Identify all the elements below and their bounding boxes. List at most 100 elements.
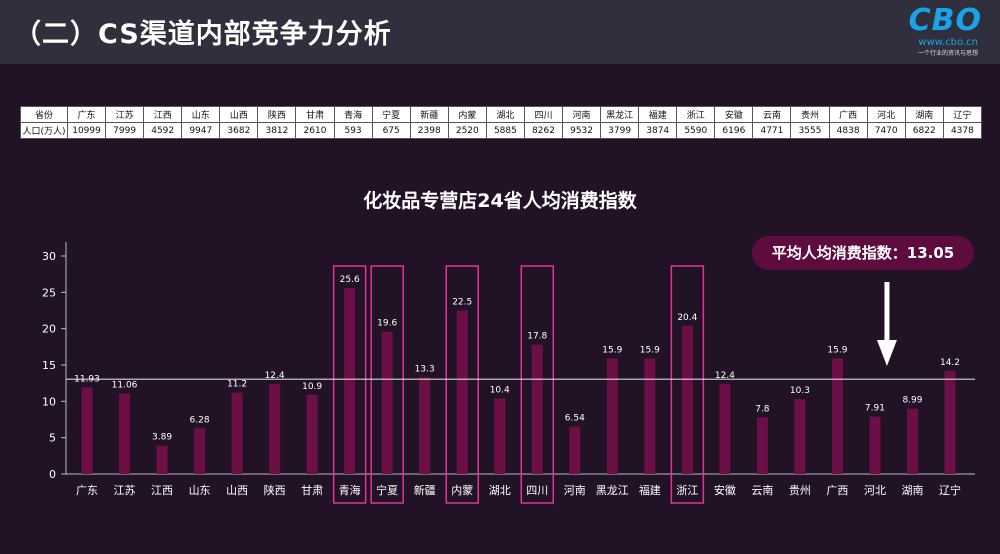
population-cell: 4378 <box>942 122 983 139</box>
slide-title: （二）CS渠道内部竞争力分析 <box>14 19 392 50</box>
category-label: 甘肃 <box>301 484 323 497</box>
population-cell: 593 <box>333 122 373 139</box>
y-tick-label: 15 <box>42 359 56 372</box>
category-label: 陕西 <box>264 483 286 497</box>
bar-value-label: 8.99 <box>902 396 922 406</box>
highlight-box <box>332 265 367 504</box>
category-label: 江西 <box>151 484 173 497</box>
bar-value-label: 10.9 <box>302 382 322 392</box>
y-tick-label: 0 <box>49 468 56 481</box>
bar <box>869 416 881 474</box>
bar <box>381 331 393 474</box>
category-label: 宁夏 <box>376 483 398 497</box>
chart-title: 化妆品专营店24省人均消费指数 <box>363 190 637 212</box>
category-label: 内蒙 <box>451 483 473 497</box>
slide-header: （二）CS渠道内部竞争力分析 CBO www.cbo.cn 一个行业的资讯与思想 <box>0 0 1000 64</box>
bar-value-label: 15.9 <box>602 345 622 355</box>
population-cell: 3874 <box>638 122 678 139</box>
bar-value-label: 11.06 <box>112 381 138 391</box>
population-cell: 675 <box>371 122 411 139</box>
arrow-down-icon <box>876 340 897 366</box>
cbo-logo: CBO www.cbo.cn 一个行业的资讯与思想 <box>872 6 982 60</box>
population-cell: 2610 <box>295 122 335 139</box>
bar-value-label: 19.6 <box>377 319 397 329</box>
population-cell: 8262 <box>523 122 564 139</box>
bar-value-label: 25.6 <box>340 275 360 285</box>
category-label: 青海 <box>339 483 361 497</box>
province-row: 省份 广东 江苏 江西 山东 山西 陕西 甘肃 青海 宁夏 新疆 内蒙 湖北 四川 河南 黑龙江 福建 浙江 安徽… <box>20 106 983 123</box>
category-label: 山东 <box>189 484 211 497</box>
bar-value-label: 22.5 <box>452 298 472 308</box>
bar <box>756 417 768 474</box>
population-cell: 7470 <box>866 122 906 139</box>
bar-value-label: 14.2 <box>940 358 960 368</box>
category-label: 山西 <box>226 484 248 497</box>
category-label: 河南 <box>564 484 586 497</box>
category-label: 广东 <box>76 484 98 497</box>
category-label: 四川 <box>526 484 548 497</box>
y-tick-label: 20 <box>42 323 56 336</box>
bar <box>419 377 431 474</box>
y-tick-label: 30 <box>42 250 56 263</box>
bar <box>531 344 543 474</box>
category-label: 贵州 <box>789 484 811 497</box>
average-index-badge: 平均人均消费指数：13.05 <box>752 236 974 270</box>
category-label: 云南 <box>751 484 773 497</box>
bar <box>719 383 731 474</box>
bar-value-label: 20.4 <box>677 313 697 323</box>
bar <box>306 394 318 474</box>
bar <box>944 370 956 474</box>
category-label: 湖南 <box>901 484 923 497</box>
bar-value-label: 7.91 <box>865 404 885 414</box>
population-row: 人口(万人) 10999 7999 4592 9947 3682 3812 2610 593 6… <box>20 122 983 139</box>
population-cell: 3682 <box>219 122 259 139</box>
bar-value-label: 11.2 <box>227 380 247 390</box>
category-label: 广西 <box>826 484 848 497</box>
highlight-box <box>370 265 404 504</box>
bar <box>606 358 618 474</box>
bar <box>681 325 693 474</box>
bar <box>906 408 918 474</box>
bar-value-label: 15.9 <box>640 345 660 355</box>
population-cell: 5885 <box>485 122 525 139</box>
bar-value-label: 15.9 <box>827 345 847 355</box>
population-cell: 10999 <box>66 122 107 139</box>
bar-value-label: 3.89 <box>152 433 172 443</box>
population-cell: 2398 <box>409 122 449 139</box>
population-cell: 3799 <box>600 122 640 139</box>
population-table: 省份 广东 江苏 江西 山东 山西 陕西 甘肃 青海 宁夏 新疆 内蒙 湖北 四川 河南 黑龙江 福建 浙江 安徽… <box>20 106 983 139</box>
logo-tagline: 一个行业的资讯与思想 <box>917 50 978 57</box>
category-label: 安徽 <box>714 483 736 497</box>
bar <box>194 428 206 474</box>
bar-value-label: 12.4 <box>715 371 735 381</box>
bar <box>269 383 281 474</box>
category-label: 新疆 <box>414 483 436 497</box>
population-cell: 3812 <box>257 122 297 139</box>
bar-value-label: 7.8 <box>755 404 770 414</box>
bar <box>81 387 93 474</box>
category-label: 河北 <box>864 484 886 497</box>
y-tick-label: 25 <box>42 286 56 299</box>
category-label: 福建 <box>639 483 661 497</box>
logo-url: www.cbo.cn <box>918 37 978 48</box>
bar-value-label: 10.3 <box>790 386 810 396</box>
y-tick-label: 10 <box>42 395 56 408</box>
bar <box>456 310 468 474</box>
bar-value-label: 13.3 <box>415 364 435 374</box>
bar-value-label: 12.4 <box>265 371 285 381</box>
population-cell: 2520 <box>447 122 487 139</box>
category-label: 江苏 <box>114 484 136 497</box>
bar <box>344 287 356 474</box>
highlight-box <box>670 265 705 504</box>
bar <box>119 393 131 474</box>
category-label: 湖北 <box>489 484 511 497</box>
bar <box>231 392 243 474</box>
bar-value-label: 6.54 <box>565 413 585 423</box>
highlight-box <box>445 265 479 504</box>
bar <box>156 445 168 474</box>
bar <box>569 426 581 474</box>
category-label: 辽宁 <box>939 483 961 497</box>
bar <box>794 399 806 474</box>
logo-mark: CBO <box>908 3 982 38</box>
